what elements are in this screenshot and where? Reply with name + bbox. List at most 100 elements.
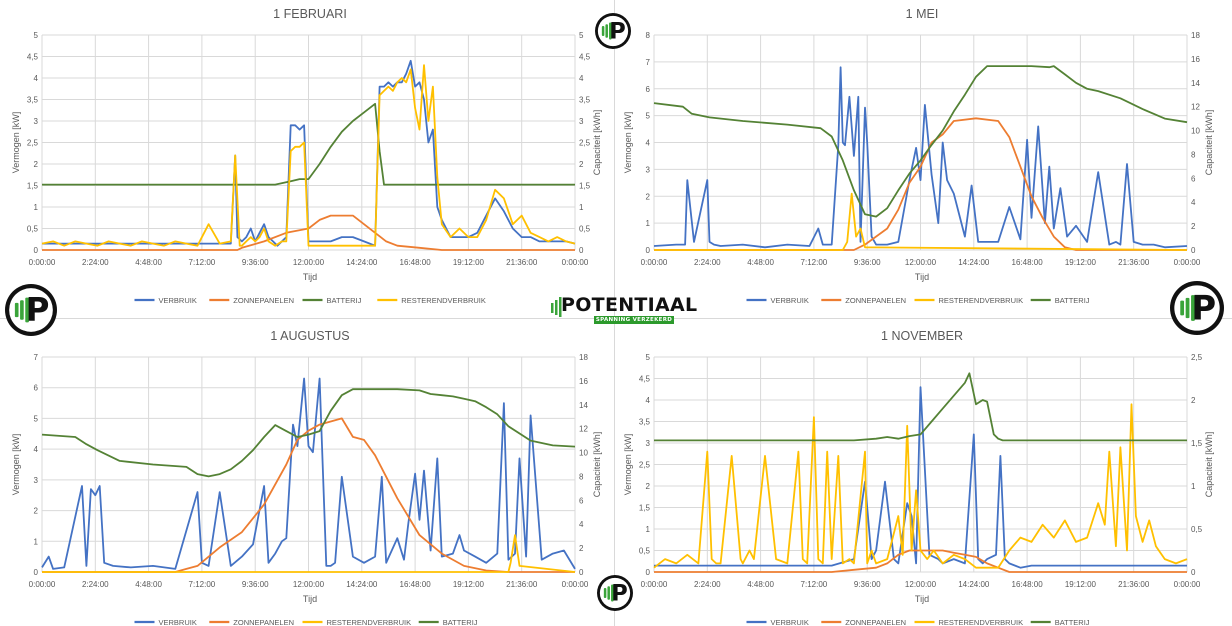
logo-bar — [607, 586, 610, 600]
logo-bar — [1180, 300, 1185, 316]
series-line-verbruik — [42, 59, 576, 247]
legend-label: RESTERENDVERBRUIK — [401, 296, 486, 305]
y-left-axis-title: Vermogen [kW] — [11, 434, 21, 496]
legend-label: ZONNEPANELEN — [233, 296, 294, 305]
series-line-resterend — [654, 192, 1188, 251]
x-tick-label: 9:36:00 — [242, 258, 269, 267]
brand-bars-icon — [551, 297, 562, 317]
y-right-tick-label: 2 — [1191, 222, 1196, 231]
y-left-tick-label: 3 — [646, 165, 651, 174]
y-left-tick-label: 3 — [34, 117, 39, 126]
y-right-tick-label: 16 — [1191, 55, 1200, 64]
logo-letter: P — [609, 19, 626, 45]
y-right-tick-label: 4 — [579, 74, 584, 83]
y-left-tick-label: 4,5 — [639, 375, 651, 384]
x-tick-label: 14:24:00 — [958, 258, 990, 267]
x-tick-label: 21:36:00 — [506, 258, 538, 267]
y-right-tick-label: 0 — [1191, 246, 1196, 255]
series-line-zonnepanelen — [654, 117, 1187, 251]
y-right-tick-label: 1,5 — [1191, 439, 1203, 448]
potentiaal-logo-icon: P — [1170, 281, 1224, 335]
series-line-batterij — [42, 102, 575, 186]
y-left-tick-label: 1 — [34, 537, 39, 546]
x-tick-label: 7:12:00 — [801, 258, 828, 267]
y-right-axis-title: Capaciteit [kWh] — [592, 110, 602, 176]
y-left-tick-label: 4 — [34, 74, 39, 83]
x-tick-label: 9:36:00 — [854, 258, 881, 267]
y-left-tick-label: 3 — [646, 439, 651, 448]
y-left-tick-label: 4 — [34, 445, 39, 454]
y-left-tick-label: 0 — [34, 568, 39, 577]
y-left-tick-label: 2 — [646, 192, 651, 201]
logo-bar — [14, 302, 19, 318]
y-right-tick-label: 5 — [579, 31, 584, 40]
series-line-resterend — [41, 64, 576, 247]
chart-title: 1 FEBRUARI — [273, 7, 347, 21]
y-right-tick-label: 2 — [1191, 396, 1196, 405]
logo-bar — [605, 24, 608, 38]
x-tick-label: 2:24:00 — [694, 580, 721, 589]
y-left-tick-label: 2,5 — [27, 139, 39, 148]
vertical-divider — [614, 0, 615, 626]
y-left-tick-label: 0 — [646, 246, 651, 255]
series-line-batterij — [653, 65, 1188, 218]
chart-title: 1 AUGUSTUS — [270, 329, 349, 343]
y-left-tick-label: 0,5 — [27, 225, 39, 234]
x-tick-label: 7:12:00 — [189, 580, 216, 589]
y-right-tick-label: 2 — [579, 544, 584, 553]
legend-label: VERBRUIK — [771, 618, 809, 626]
x-tick-label: 9:36:00 — [242, 580, 269, 589]
x-tick-label: 0:00:00 — [562, 258, 589, 267]
y-left-tick-label: 2,5 — [639, 461, 651, 470]
potentiaal-logo-icon: P — [595, 13, 631, 49]
x-tick-label: 12:00:00 — [293, 580, 325, 589]
y-right-tick-label: 14 — [1191, 79, 1200, 88]
y-left-tick-label: 0 — [34, 246, 39, 255]
y-left-tick-label: 3,5 — [27, 96, 39, 105]
y-right-tick-label: 3,5 — [579, 96, 591, 105]
y-right-axis-title: Capaciteit [kWh] — [1204, 110, 1214, 176]
legend-label: BATTERIJ — [327, 296, 362, 305]
y-left-tick-label: 2 — [34, 507, 39, 516]
y-right-tick-label: 0 — [579, 568, 584, 577]
y-right-tick-label: 12 — [1191, 103, 1200, 112]
logo-bar — [1191, 295, 1195, 321]
y-left-tick-label: 2 — [34, 160, 39, 169]
y-left-tick-label: 5 — [34, 31, 39, 40]
y-left-tick-label: 4 — [646, 139, 651, 148]
series-line-resterend — [653, 403, 1188, 569]
x-tick-label: 0:00:00 — [1174, 580, 1201, 589]
chart-panel-mei: 1 MEI 0:00:00 2:24:00 4:48:00 7:12:00 9:36:00… — [622, 0, 1222, 305]
chart-panel-aug: 1 AUGUSTUS 0:00:00 2:24:00 4:48:00 7:12:00 9:… — [10, 322, 610, 626]
chart-nov: 1 NOVEMBER 0:00:00 2:24:00 4:48:00 7:12:00 9:… — [623, 329, 1214, 626]
x-tick-label: 14:24:00 — [346, 580, 378, 589]
y-left-tick-label: 1 — [646, 525, 651, 534]
series-line-verbruik — [654, 386, 1187, 569]
y-right-tick-label: 4 — [579, 520, 584, 529]
y-left-tick-label: 7 — [34, 353, 39, 362]
logo-bar — [25, 297, 29, 323]
x-tick-label: 4:48:00 — [135, 580, 162, 589]
legend-label: RESTERENDVERBRUIK — [327, 618, 412, 626]
y-left-tick-label: 1 — [646, 219, 651, 228]
y-left-axis-title: Vermogen [kW] — [623, 434, 633, 496]
x-tick-label: 0:00:00 — [1174, 258, 1201, 267]
x-tick-label: 0:00:00 — [29, 580, 56, 589]
chart-mei: 1 MEI 0:00:00 2:24:00 4:48:00 7:12:00 9:36:00… — [623, 7, 1214, 305]
x-tick-label: 0:00:00 — [641, 580, 668, 589]
y-right-tick-label: 4 — [1191, 198, 1196, 207]
potentiaal-logo-icon: P — [5, 284, 57, 336]
x-tick-label: 9:36:00 — [854, 580, 881, 589]
series-line-zonnepanelen — [654, 549, 1187, 573]
y-right-tick-label: 0 — [579, 246, 584, 255]
legend-label: BATTERIJ — [1055, 296, 1090, 305]
logo-letter: P — [1191, 288, 1216, 327]
x-tick-label: 14:24:00 — [958, 580, 990, 589]
legend-label: VERBRUIK — [159, 618, 197, 626]
chart-aug: 1 AUGUSTUS 0:00:00 2:24:00 4:48:00 7:12:00 9:… — [11, 329, 602, 626]
x-tick-label: 14:24:00 — [346, 258, 378, 267]
logo-inner — [9, 288, 53, 332]
y-right-axis-title: Capaciteit [kWh] — [1204, 432, 1214, 498]
logo-bar — [611, 584, 614, 602]
brand-logo: POTENTIAAL SPANNING VERZEKERD — [551, 294, 697, 326]
